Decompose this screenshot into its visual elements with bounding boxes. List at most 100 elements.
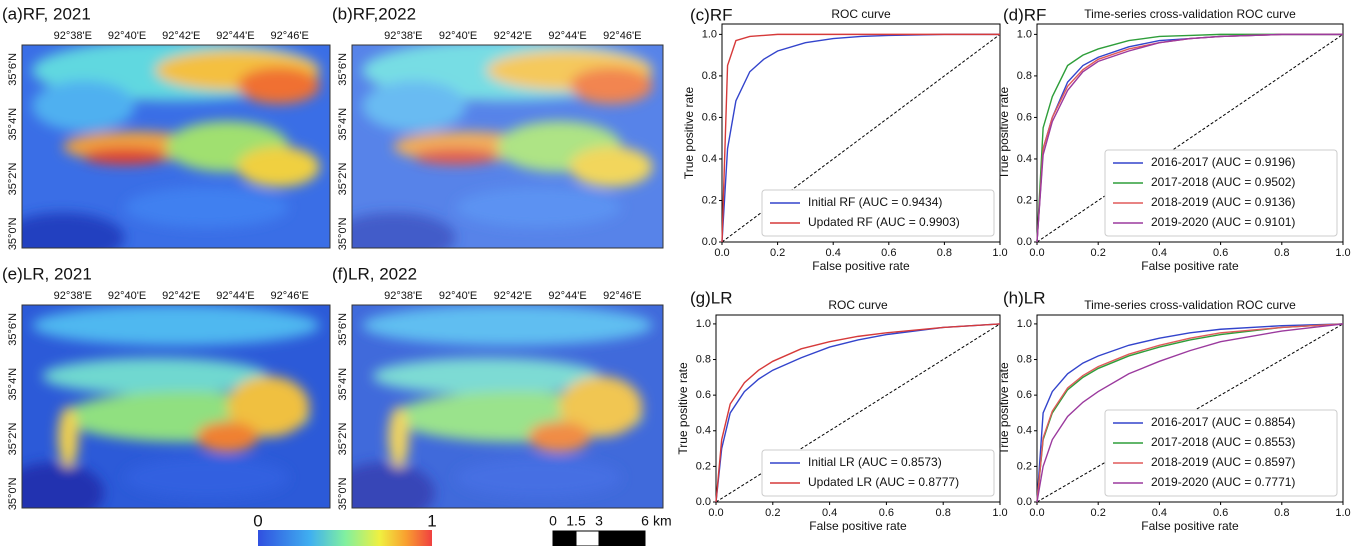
x-tick-label: 0.8	[937, 247, 952, 259]
panel-label: (d)RF	[1003, 5, 1046, 24]
scalebar-segment	[598, 530, 646, 546]
lat-tick-label: 35°0'N	[337, 477, 349, 510]
y-tick-label: 1.0	[1017, 28, 1032, 40]
panel-label: (c)RF	[690, 5, 732, 24]
panel-label: (a)RF, 2021	[2, 4, 91, 23]
x-tick-label: 0.4	[822, 507, 837, 519]
x-axis-label: False positive rate	[812, 259, 910, 273]
x-axis-label: False positive rate	[809, 519, 907, 533]
x-tick-label: 1.0	[992, 507, 1007, 519]
roc-curve	[1036, 323, 1344, 503]
scalebar-tick-label: 6	[641, 513, 649, 529]
map-frame	[21, 44, 331, 249]
chart-title: Time-series cross-validation ROC curve	[1084, 298, 1296, 312]
plot-frame	[715, 314, 1001, 503]
legend-label: 2016-2017 (AUC = 0.8854)	[1151, 415, 1295, 429]
y-tick-label: 0.8	[702, 70, 717, 82]
lon-tick-label: 92°46'E	[603, 290, 641, 302]
legend-label: 2017-2018 (AUC = 0.9502)	[1151, 175, 1295, 189]
y-tick-label: 0.4	[696, 425, 711, 437]
scalebar-tick-label: 1.5	[566, 513, 586, 529]
lat-tick-label: 35°0'N	[337, 217, 349, 250]
y-tick-label: 0.8	[1017, 70, 1032, 82]
map-image	[331, 305, 663, 523]
y-tick-label: 1.0	[696, 318, 711, 330]
x-tick-label: 1.0	[992, 247, 1007, 259]
x-tick-label: 0.0	[1029, 507, 1044, 519]
y-tick-label: 1.0	[702, 28, 717, 40]
lon-tick-label: 92°44'E	[548, 290, 586, 302]
y-axis-label: True positive rate	[997, 362, 1011, 455]
scalebar-segment	[575, 530, 600, 546]
lon-tick-label: 92°42'E	[162, 30, 200, 42]
lat-tick-label: 35°0'N	[7, 477, 19, 510]
map-frame	[351, 44, 664, 249]
x-tick-label: 0.8	[1274, 247, 1289, 259]
map-frame	[21, 304, 331, 509]
roc-curve	[1036, 323, 1344, 503]
y-tick-label: 0.6	[1017, 389, 1032, 401]
x-axis-label: False positive rate	[1141, 519, 1239, 533]
roc-curve	[721, 33, 1000, 243]
x-tick-label: 0.6	[881, 247, 896, 259]
lat-tick-label: 35°0'N	[7, 217, 19, 250]
panel-label: (g)LR	[690, 288, 733, 307]
legend-label: 2017-2018 (AUC = 0.8553)	[1151, 435, 1295, 449]
lon-tick-label: 92°40'E	[439, 290, 477, 302]
panel-label: (h)LR	[1003, 288, 1046, 307]
x-tick-label: 0.2	[1091, 507, 1106, 519]
map-frame	[351, 304, 664, 509]
lat-tick-label: 35°4'N	[337, 368, 349, 401]
lat-tick-label: 35°2'N	[7, 423, 19, 456]
lon-tick-label: 92°40'E	[439, 30, 477, 42]
y-tick-label: 1.0	[1017, 318, 1032, 330]
lat-tick-label: 35°6'N	[337, 53, 349, 86]
colorbar-tick-label: 1	[427, 511, 436, 530]
lon-tick-label: 92°42'E	[494, 290, 532, 302]
x-tick-label: 0.6	[879, 507, 894, 519]
x-tick-label: 0.0	[1029, 247, 1044, 259]
lat-tick-label: 35°2'N	[7, 163, 19, 196]
x-tick-label: 0.8	[1274, 507, 1289, 519]
y-tick-label: 0.6	[696, 389, 711, 401]
map-image	[331, 40, 663, 263]
lon-tick-label: 92°44'E	[216, 290, 254, 302]
lon-tick-label: 92°46'E	[603, 30, 641, 42]
x-tick-label: 0.6	[1213, 247, 1228, 259]
y-tick-label: 0.0	[1017, 236, 1032, 248]
plot-frame	[721, 23, 1001, 243]
legend-box	[1104, 409, 1338, 497]
plot-frame	[1036, 314, 1344, 503]
legend-box	[761, 189, 995, 237]
legend-label: Initial RF (AUC = 0.9434)	[808, 195, 942, 209]
panel-label: (f)LR, 2022	[332, 264, 417, 283]
map-image	[1, 40, 330, 263]
roc-curve	[1036, 33, 1343, 243]
map-image	[1, 305, 330, 523]
chart-title: ROC curve	[828, 298, 888, 312]
lon-tick-label: 92°42'E	[494, 30, 532, 42]
x-tick-label: 0.6	[1213, 507, 1228, 519]
y-tick-label: 0.2	[1017, 194, 1032, 206]
y-axis-label: True positive rate	[682, 87, 696, 180]
y-tick-label: 0.8	[1017, 353, 1032, 365]
lon-tick-label: 92°40'E	[108, 290, 146, 302]
x-tick-label: 0.4	[1152, 507, 1167, 519]
panel-label: (e)LR, 2021	[2, 264, 92, 283]
y-tick-label: 0.6	[1017, 111, 1032, 123]
y-tick-label: 0.4	[1017, 153, 1032, 165]
lon-tick-label: 92°42'E	[162, 290, 200, 302]
roc-curve	[1036, 33, 1343, 243]
scalebar-tick-label: 0	[549, 513, 557, 529]
roc-curve	[715, 323, 1001, 503]
lon-tick-label: 92°40'E	[108, 30, 146, 42]
legend-label: 2019-2020 (AUC = 0.9101)	[1151, 215, 1295, 229]
x-tick-label: 1.0	[1335, 507, 1350, 519]
lon-tick-label: 92°38'E	[384, 30, 422, 42]
y-axis-label: True positive rate	[676, 362, 690, 455]
y-tick-label: 0.0	[696, 496, 711, 508]
lon-tick-label: 92°44'E	[548, 30, 586, 42]
lon-tick-label: 92°46'E	[270, 30, 308, 42]
